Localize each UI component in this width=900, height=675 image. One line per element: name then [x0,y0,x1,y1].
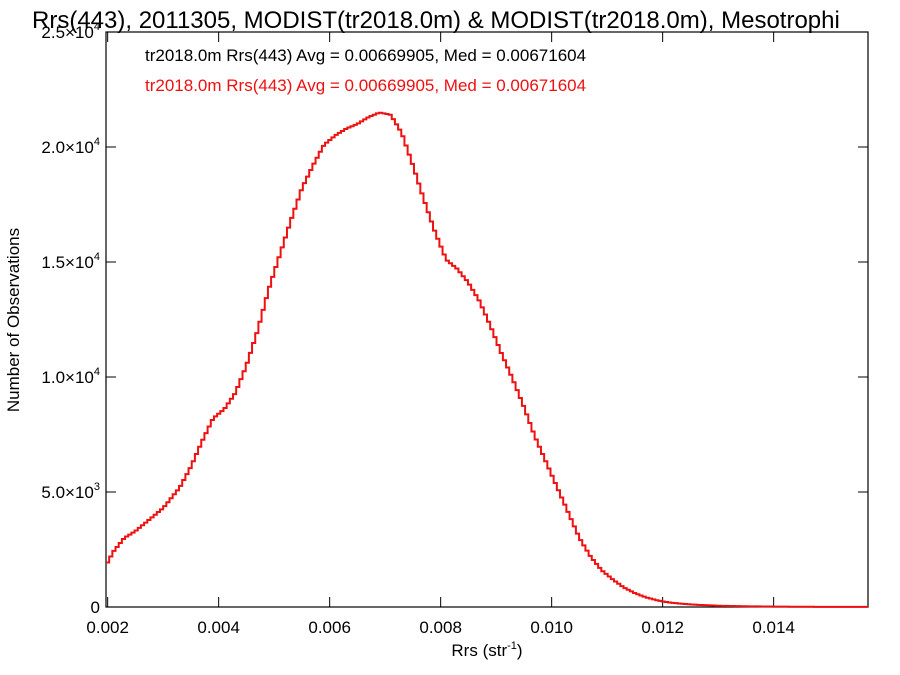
x-tick-label-4: 0.010 [530,618,573,637]
y-tick-label-3: 1.5×104 [41,251,100,272]
x-tick-label-6: 0.014 [752,618,795,637]
annotation-black: tr2018.0m Rrs(443) Avg = 0.00669905, Med… [145,46,586,65]
y-tick-label-0: 0 [91,598,100,617]
histogram-line-0 [106,111,868,608]
y-tick-label-2: 1.0×104 [41,366,100,387]
x-axis-label-sup: -1 [507,640,517,652]
x-tick-label-0: 0.002 [86,618,129,637]
x-axis-label-main: Rrs (str [451,641,507,660]
histogram-series [106,111,868,608]
x-axis-label-end: ) [517,641,523,660]
y-tick-label-5: 2.5×104 [41,21,100,42]
x-axis-label: Rrs (str-1) [451,640,522,660]
plot-frame [105,31,869,608]
y-axis-label: Number of Observations [4,228,23,412]
x-tick-label-5: 0.012 [641,618,684,637]
y-axis-ticks: 0 5.0×103 1.0×104 1.5×104 2.0×104 2.5×104 [41,21,868,617]
y-tick-label-4: 2.0×104 [41,136,100,157]
x-tick-label-3: 0.008 [419,618,462,637]
chart-title: Rrs(443), 2011305, MODIST(tr2018.0m) & M… [32,7,840,34]
x-tick-label-1: 0.004 [197,618,240,637]
annotation-red: tr2018.0m Rrs(443) Avg = 0.00669905, Med… [145,76,586,95]
x-axis-ticks: 0.002 0.004 0.006 0.008 0.010 0.012 0.014 [86,32,795,637]
y-tick-label-1: 5.0×103 [41,481,100,502]
x-tick-label-2: 0.006 [308,618,351,637]
